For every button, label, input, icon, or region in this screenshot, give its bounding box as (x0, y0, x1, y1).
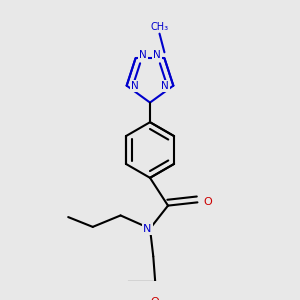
Text: N: N (153, 50, 161, 60)
Text: O: O (203, 197, 212, 207)
Text: O: O (151, 298, 160, 300)
Text: CH₃: CH₃ (151, 22, 169, 32)
Text: N: N (131, 81, 139, 91)
Text: N: N (139, 50, 147, 60)
Text: N: N (161, 81, 169, 91)
Text: N: N (143, 224, 152, 233)
